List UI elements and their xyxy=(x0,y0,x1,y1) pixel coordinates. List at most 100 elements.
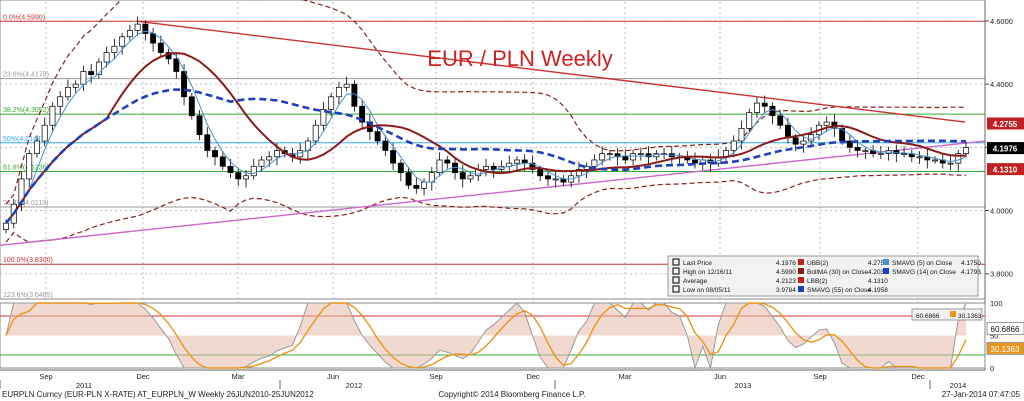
legend-stat-value-1: 4.5990 xyxy=(776,269,796,276)
fib-label-3: 50%(4.2144) xyxy=(3,136,43,143)
legend-ind-marker-5 xyxy=(883,268,889,274)
fib-label-4: 61.8%(4.1236) xyxy=(3,164,49,171)
osc-tick-label-0: 100 xyxy=(990,299,1003,308)
candle-body xyxy=(3,222,9,230)
price-axis: 4.60004.40004.20004.00003.80004.27554.19… xyxy=(984,0,1024,370)
candle-body xyxy=(877,153,884,156)
candle-body xyxy=(692,159,698,164)
sma-5-line xyxy=(5,30,967,224)
legend-ind-marker-4 xyxy=(883,259,889,265)
candle-body xyxy=(529,162,536,170)
legend-ind-value-3: 4.1958 xyxy=(868,287,888,294)
fib-label-0: 0.0%(4.5990) xyxy=(3,14,45,21)
legend-stat-value-3: 3.9784 xyxy=(776,287,796,294)
x-year-label-0: 2011 xyxy=(76,381,92,390)
candle-body xyxy=(947,162,954,165)
x-year-label-2: 2013 xyxy=(735,381,752,390)
legend-ind-marker-3 xyxy=(798,286,804,292)
x-year-label-1: 2012 xyxy=(346,381,363,390)
candle-body xyxy=(730,140,737,151)
candle-body xyxy=(243,175,249,180)
candle-body xyxy=(575,169,582,177)
osc-fill-area xyxy=(6,303,966,368)
fibonacci-levels: 0.0%(4.5990) 23.6%(4.4175) 38.2%(4.3052) 50… xyxy=(0,14,985,299)
legend-ind-value-5: 4.1793 xyxy=(961,269,981,276)
legend-ind-name-0: UBB(2) xyxy=(807,260,828,267)
candle-body xyxy=(343,83,350,88)
candle-body xyxy=(784,124,791,139)
candle-body xyxy=(72,83,79,88)
bollinger-ma-line xyxy=(5,51,967,224)
candle-body xyxy=(204,134,211,151)
candle-body xyxy=(134,23,141,31)
legend-box xyxy=(667,255,979,297)
candle-body xyxy=(823,121,830,126)
candle-body xyxy=(181,71,188,98)
osc-legend-value-0: 60.6866 xyxy=(916,313,940,320)
candle-body xyxy=(142,23,149,34)
candle-body xyxy=(57,96,64,107)
candle-body xyxy=(630,153,637,161)
legend-stat-marker xyxy=(672,258,680,266)
legend-stat-value-0: 4.1976 xyxy=(776,260,796,267)
fib-label-7: 123.6%(3.6485) xyxy=(3,292,53,299)
footer-center: Copyright© 2014 Bloomberg Finance L.P. xyxy=(438,390,585,399)
candle-body xyxy=(274,150,280,158)
legend-ind-value-1: 4.2032 xyxy=(868,269,888,276)
legend-stat-value-2: 4.2123 xyxy=(776,278,796,285)
legend-stat-label-3: Low on 08/05/11 xyxy=(683,287,731,294)
osc-legend-box xyxy=(911,308,983,321)
candle-body xyxy=(932,159,938,162)
candle-body xyxy=(64,86,71,98)
candle-body xyxy=(901,153,908,156)
osc-tag-0 xyxy=(986,322,1024,336)
candle-body xyxy=(622,156,629,161)
candle-body xyxy=(320,109,327,126)
candle-body xyxy=(250,165,257,177)
candle-body xyxy=(537,169,544,177)
candle-body xyxy=(413,184,420,189)
x-month-label-3: Jun xyxy=(327,372,339,381)
candle-body xyxy=(49,105,56,126)
bollinger-bands xyxy=(5,0,967,244)
osc-d-line xyxy=(5,302,967,369)
candle-body xyxy=(459,172,466,180)
candle-body xyxy=(599,153,606,161)
candle-body xyxy=(382,140,389,151)
osc-tick-label-1: 50 xyxy=(990,332,998,341)
y-tick-label-4: 3.8000 xyxy=(990,270,1013,279)
legend-ind-value-0: 4.2755 xyxy=(868,260,888,267)
price-tag-label-2: 4.1310 xyxy=(993,166,1018,175)
candle-body xyxy=(196,115,203,136)
fib-label-6: 100.0%(3.8300) xyxy=(3,257,53,264)
osc-tag-label-1: 30.1363 xyxy=(991,345,1020,354)
time-axis: Sep Dec Mar Jun Sep Dec Mar Jun Sep Dec 2011 2012 20… xyxy=(0,369,985,390)
candle-body xyxy=(374,131,381,142)
y-tick-label-0: 4.6000 xyxy=(990,17,1013,26)
candle-body xyxy=(846,140,853,148)
legend-ind-marker-1 xyxy=(798,268,804,274)
candle-body xyxy=(777,115,784,126)
x-month-label-2: Mar xyxy=(232,372,245,381)
legend-ind-value-4: 4.1750 xyxy=(961,260,981,267)
footer-left: EURPLN Curncy (EUR-PLN X-RATE) AT_EURPLN… xyxy=(2,390,314,399)
osc-tag-label-0: 60.6866 xyxy=(991,325,1020,334)
candle-body xyxy=(88,71,95,76)
price-tag-label-1: 4.1976 xyxy=(993,145,1018,154)
x-year-label-3: 2014 xyxy=(950,381,967,390)
candle-body xyxy=(212,150,218,158)
legend-ind-marker-2 xyxy=(798,277,804,283)
candle-body xyxy=(436,159,443,173)
legend-stat-label-0: Last Price xyxy=(683,260,712,267)
candle-body xyxy=(963,146,969,155)
support-trendline xyxy=(0,140,986,246)
price-tag-0 xyxy=(987,117,1024,130)
candle-body xyxy=(266,156,273,161)
legend-stat-marker xyxy=(672,267,680,275)
legend-ind-marker-0 xyxy=(798,259,804,265)
candle-body xyxy=(746,112,753,129)
candle-body xyxy=(119,36,126,47)
osc-k-line xyxy=(5,302,967,370)
candle-body xyxy=(26,153,33,180)
